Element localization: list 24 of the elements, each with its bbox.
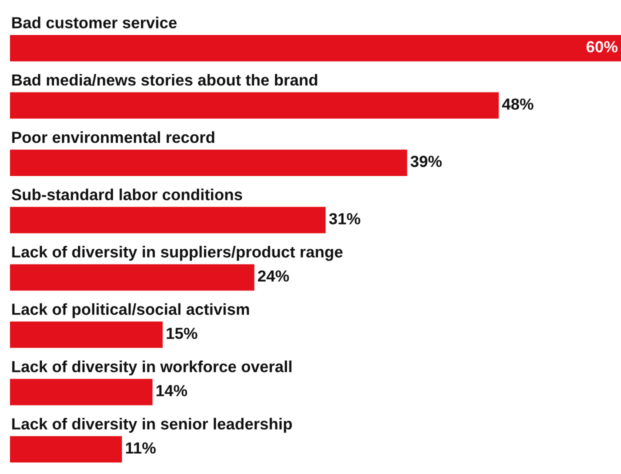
y-tick-label: Bad media/news stories about the brand [12,74,318,86]
y-tick-label: Poor environmental record [12,131,214,143]
data-label: 15% [166,328,198,340]
y-tick-label: Lack of political/social activism [12,303,249,318]
bar [10,92,499,119]
y-tick-label: Bad customer service [12,16,177,28]
y-tick-label: Lack of diversity in workforce overall [12,360,292,376]
bar [10,322,163,348]
data-label: 60% [586,41,618,52]
data-label: 31% [329,213,360,224]
bar [10,150,408,176]
data-label: 48% [502,98,534,110]
data-label: 11% [126,442,156,454]
bar [10,264,254,291]
bar [10,436,122,463]
y-tick-label: Sub-standard labor conditions [12,188,242,200]
y-tick-label: Lack of diversity in suppliers/product range [12,246,343,261]
data-label: 14% [156,385,188,396]
bar [10,206,326,234]
bar [10,378,153,406]
bar [10,34,621,62]
data-label: 39% [410,156,442,168]
data-label: 24% [258,270,289,282]
y-tick-label: Lack of diversity in senior leadership [12,418,292,433]
